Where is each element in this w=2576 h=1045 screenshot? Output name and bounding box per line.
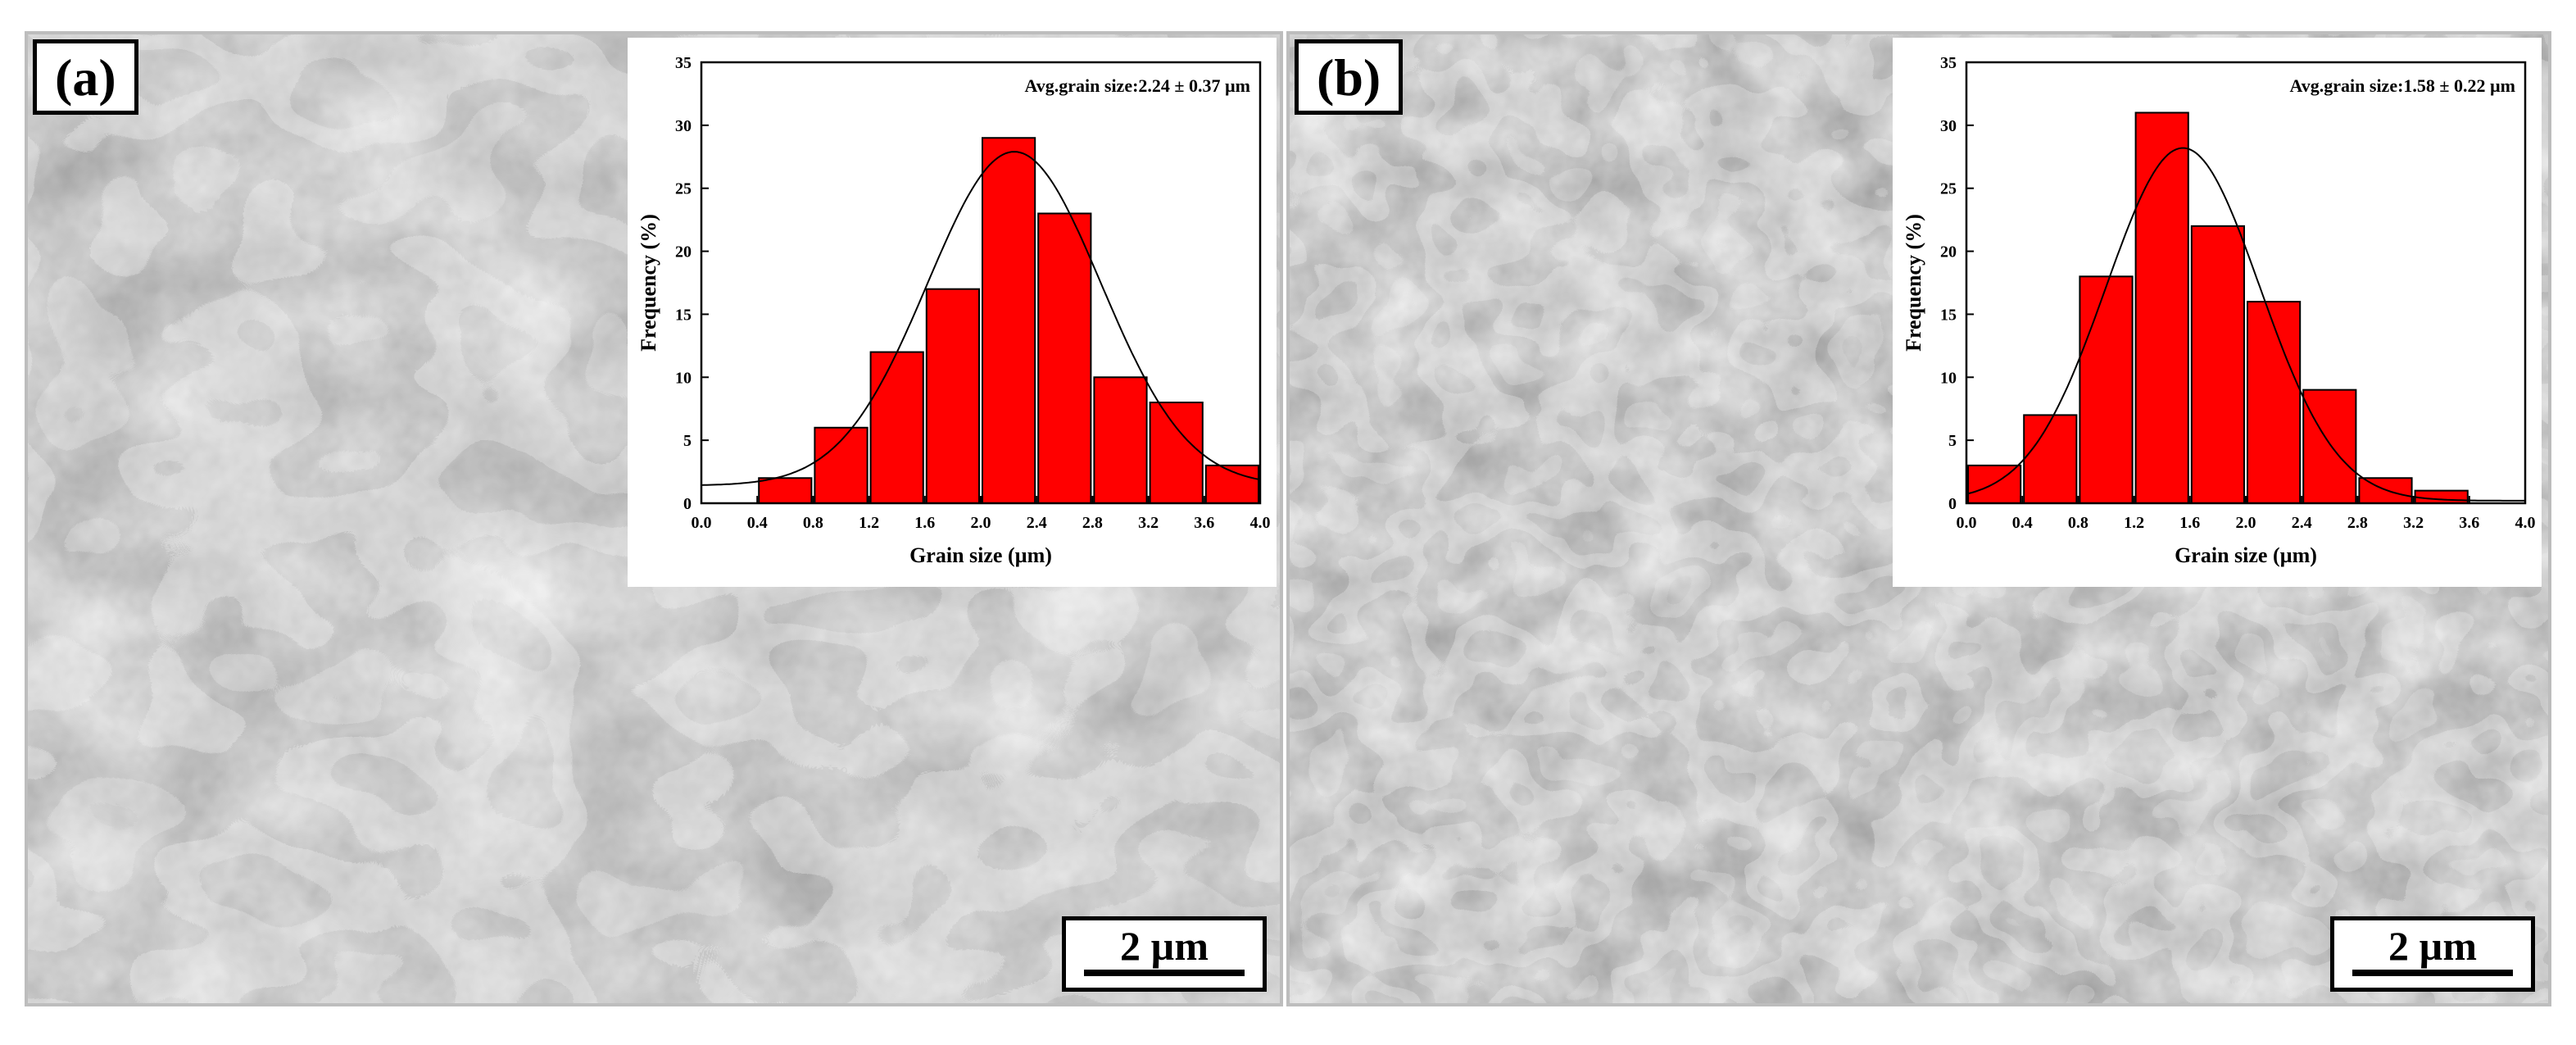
x-tick-label: 3.2 bbox=[1138, 514, 1159, 532]
x-tick-label: 2.4 bbox=[1027, 514, 1047, 532]
x-axis-title: Grain size (µm) bbox=[909, 543, 1052, 567]
y-tick-label: 20 bbox=[1940, 243, 1957, 261]
grain-size-histogram-b: 0.0 0.4 0.8 1.2 1.6 2.0 2.4 2.8 3.2 3.6 4.0 0 5 10 15 2… bbox=[1893, 38, 2542, 587]
x-tick-label: 2.8 bbox=[2347, 514, 2368, 532]
x-tick-label: 3.6 bbox=[2459, 514, 2479, 532]
x-tick-label: 0.8 bbox=[2068, 514, 2088, 532]
y-tick-label: 10 bbox=[1940, 369, 1957, 387]
avg-grain-size-annotation: Avg.grain size:2.24 ± 0.37 µm bbox=[1025, 75, 1250, 96]
x-tick-label: 0.0 bbox=[1957, 514, 1977, 532]
y-tick-label: 35 bbox=[675, 54, 692, 72]
histogram-bar bbox=[1037, 212, 1092, 504]
histogram-bar bbox=[814, 426, 868, 504]
histogram-bar bbox=[925, 288, 980, 504]
histogram-bar bbox=[1149, 402, 1204, 504]
y-axis-title: Frequency (%) bbox=[637, 214, 660, 352]
scale-bar-line bbox=[1084, 970, 1245, 976]
histogram-bar bbox=[758, 477, 813, 504]
x-axis-title: Grain size (µm) bbox=[2175, 543, 2317, 567]
x-tick-label: 0.4 bbox=[747, 514, 768, 532]
x-tick-label: 1.2 bbox=[2124, 514, 2144, 532]
x-tick-label: 4.0 bbox=[1250, 514, 1271, 532]
y-tick-label: 5 bbox=[1948, 432, 1957, 450]
sem-panel-b: (b) 0.0 0.4 0.8 1.2 1.6 2.0 2.4 2.8 3.2 3.6 4.0 0 5 1… bbox=[1286, 31, 2551, 1006]
histogram-bar bbox=[2414, 489, 2469, 505]
x-tick-label: 2.0 bbox=[2236, 514, 2256, 532]
histogram-bar bbox=[2190, 225, 2245, 504]
scale-bar: 2 µm bbox=[1062, 916, 1267, 992]
x-tick-label: 1.2 bbox=[859, 514, 879, 532]
x-tick-label: 4.0 bbox=[2515, 514, 2536, 532]
panel-label: (a) bbox=[33, 39, 138, 115]
scale-bar-line bbox=[2352, 970, 2513, 976]
y-tick-label: 15 bbox=[1940, 306, 1957, 324]
avg-grain-size-annotation: Avg.grain size:1.58 ± 0.22 µm bbox=[2290, 75, 2515, 96]
gaussian-fit-curve bbox=[701, 151, 1261, 486]
y-tick-label: 30 bbox=[675, 117, 692, 135]
panel-label: (b) bbox=[1295, 39, 1404, 115]
y-tick-label: 5 bbox=[683, 432, 692, 450]
x-tick-label: 2.4 bbox=[2292, 514, 2312, 532]
x-tick-label: 2.8 bbox=[1082, 514, 1103, 532]
y-tick-label: 10 bbox=[675, 369, 692, 387]
x-tick-label: 3.6 bbox=[1194, 514, 1214, 532]
y-tick-label: 0 bbox=[1948, 495, 1957, 513]
histogram-bar bbox=[869, 351, 924, 504]
sem-panel-a: (a) 0.0 0.4 0.8 1.2 1.6 2.0 2.4 2.8 3.2 3.6 4.0 0 5 1… bbox=[25, 31, 1283, 1006]
scale-bar-label: 2 µm bbox=[2388, 923, 2477, 969]
scale-bar: 2 µm bbox=[2330, 916, 2535, 992]
y-tick-label: 0 bbox=[683, 495, 692, 513]
histogram-bar bbox=[2079, 275, 2134, 504]
x-tick-label: 1.6 bbox=[2179, 514, 2200, 532]
y-tick-label: 25 bbox=[675, 180, 692, 198]
y-tick-label: 25 bbox=[1940, 180, 1957, 198]
y-tick-label: 20 bbox=[675, 243, 692, 261]
scale-bar-label: 2 µm bbox=[1120, 923, 1209, 969]
x-tick-label: 2.0 bbox=[971, 514, 991, 532]
x-tick-label: 1.6 bbox=[914, 514, 935, 532]
histogram-bar bbox=[982, 137, 1036, 504]
histogram-bar bbox=[1093, 376, 1148, 504]
histogram-bar bbox=[2302, 388, 2357, 504]
y-tick-label: 15 bbox=[675, 306, 692, 324]
grain-size-histogram-a: 0.0 0.4 0.8 1.2 1.6 2.0 2.4 2.8 3.2 3.6 4.0 0 5 10 15 2… bbox=[628, 38, 1277, 587]
gaussian-fit-curve bbox=[1966, 147, 2525, 502]
histogram-bar bbox=[2134, 111, 2189, 504]
x-tick-label: 0.8 bbox=[803, 514, 823, 532]
y-tick-label: 35 bbox=[1940, 54, 1957, 72]
histogram-bar bbox=[2247, 301, 2302, 504]
y-tick-label: 30 bbox=[1940, 117, 1957, 135]
y-axis-title: Frequency (%) bbox=[1902, 214, 1925, 352]
histogram-bar bbox=[2023, 414, 2078, 504]
x-tick-label: 3.2 bbox=[2403, 514, 2424, 532]
x-tick-label: 0.0 bbox=[692, 514, 712, 532]
x-tick-label: 0.4 bbox=[2012, 514, 2033, 532]
